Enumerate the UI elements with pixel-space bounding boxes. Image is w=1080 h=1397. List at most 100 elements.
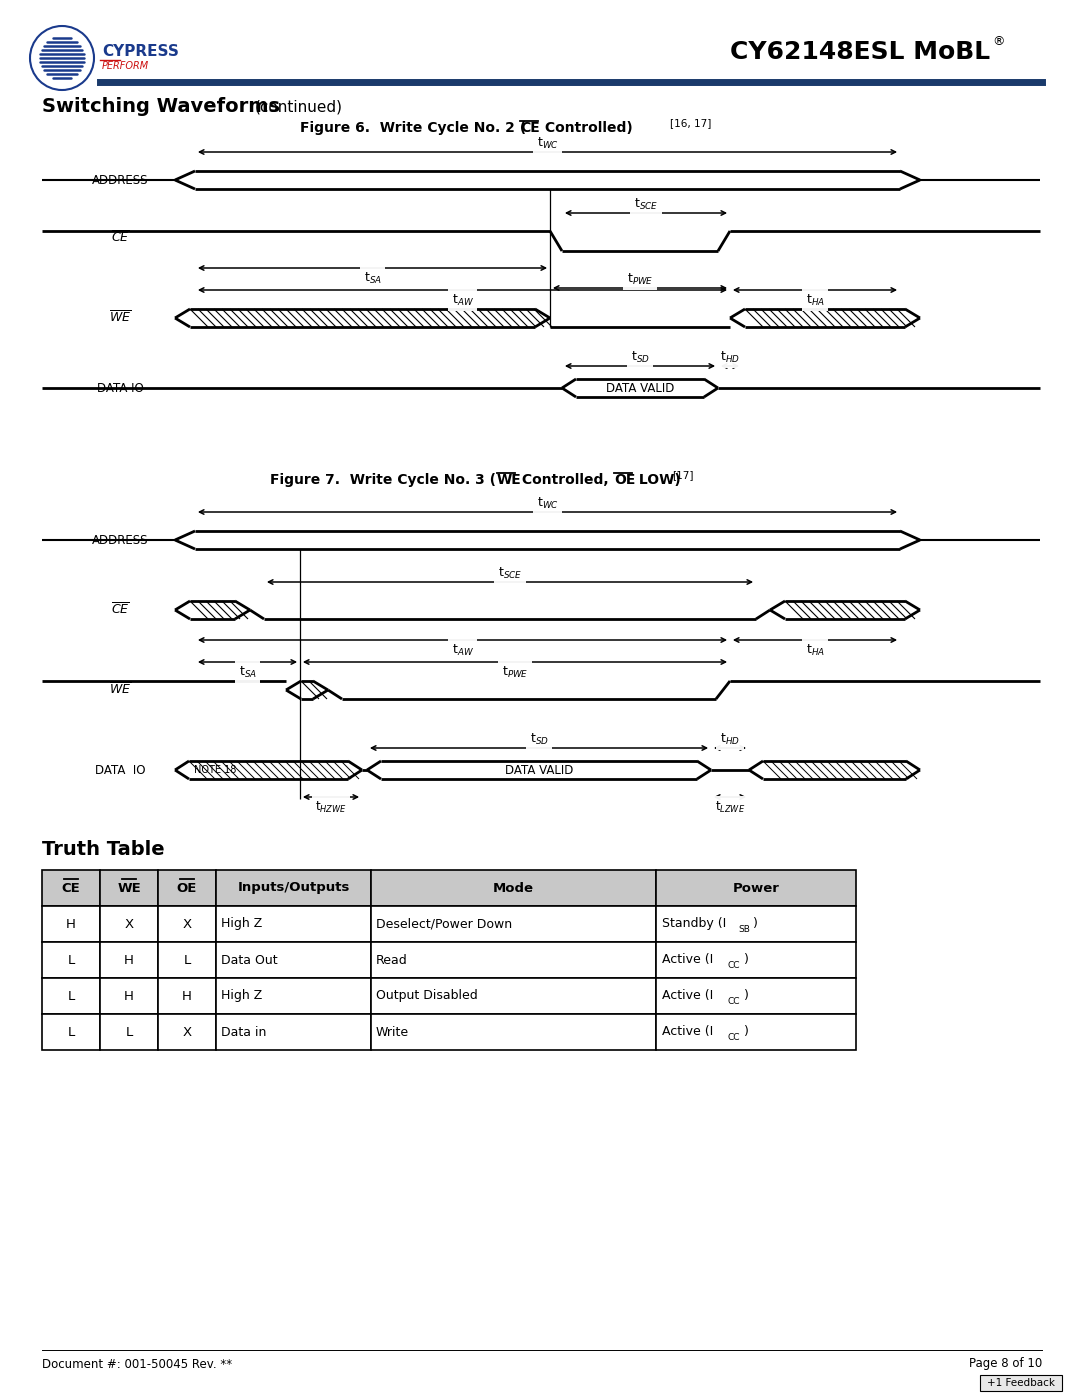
- Text: t$_{HA}$: t$_{HA}$: [806, 643, 824, 658]
- Text: (continued): (continued): [255, 99, 343, 115]
- Text: SB: SB: [738, 925, 750, 933]
- Text: Standby (I: Standby (I: [662, 918, 726, 930]
- Bar: [100, 942, 158, 978]
- Text: t$_{HD}$: t$_{HD}$: [720, 349, 740, 365]
- Text: DATA VALID: DATA VALID: [606, 381, 674, 394]
- Bar: [372, 942, 656, 978]
- Bar: [158, 907, 216, 942]
- Text: X: X: [183, 918, 191, 930]
- Text: [17]: [17]: [672, 469, 693, 481]
- Text: Read: Read: [376, 954, 408, 967]
- Bar: [216, 978, 372, 1014]
- Bar: [100, 907, 158, 942]
- Bar: [656, 1014, 856, 1051]
- Text: $\overline{CE}$: $\overline{CE}$: [110, 231, 130, 246]
- Bar: [216, 942, 372, 978]
- Text: Output Disabled: Output Disabled: [376, 989, 477, 1003]
- Text: t$_{LZWE}$: t$_{LZWE}$: [715, 799, 745, 814]
- Bar: [656, 942, 856, 978]
- Text: Active (I: Active (I: [662, 1025, 713, 1038]
- Text: X: X: [124, 918, 134, 930]
- Bar: [158, 942, 216, 978]
- Text: CE: CE: [62, 882, 80, 894]
- Text: DATA  IO: DATA IO: [95, 764, 145, 777]
- Text: L: L: [67, 989, 75, 1003]
- Text: t$_{SD}$: t$_{SD}$: [631, 349, 649, 365]
- Bar: [656, 907, 856, 942]
- Text: Active (I: Active (I: [662, 989, 713, 1003]
- Text: Controlled): Controlled): [540, 122, 637, 136]
- Text: t$_{HZWE}$: t$_{HZWE}$: [315, 799, 347, 814]
- Bar: [42, 907, 100, 942]
- Text: Power: Power: [732, 882, 780, 894]
- Text: $\overline{CE}$: $\overline{CE}$: [110, 602, 130, 617]
- Text: DATA VALID: DATA VALID: [504, 764, 573, 777]
- Text: Controlled,: Controlled,: [517, 474, 613, 488]
- Text: CC: CC: [728, 1032, 741, 1042]
- Text: Deselect/Power Down: Deselect/Power Down: [376, 918, 512, 930]
- Text: ADDRESS: ADDRESS: [92, 534, 148, 546]
- Bar: [42, 1014, 100, 1051]
- Text: t$_{PWE}$: t$_{PWE}$: [502, 665, 528, 679]
- Text: CYPRESS: CYPRESS: [102, 45, 179, 60]
- Text: H: H: [124, 989, 134, 1003]
- Bar: [980, 1375, 1062, 1391]
- Text: Truth Table: Truth Table: [42, 840, 164, 859]
- Bar: [42, 870, 100, 907]
- Bar: [158, 870, 216, 907]
- Text: +1 Feedback: +1 Feedback: [987, 1377, 1055, 1389]
- Text: H: H: [66, 918, 76, 930]
- Text: t$_{SCE}$: t$_{SCE}$: [498, 566, 522, 581]
- Text: OE: OE: [177, 882, 198, 894]
- Text: Write: Write: [376, 1025, 409, 1038]
- Text: Switching Waveforms: Switching Waveforms: [42, 98, 280, 116]
- Text: H: H: [183, 989, 192, 1003]
- Text: ): ): [753, 918, 758, 930]
- Text: $\overline{WE}$: $\overline{WE}$: [109, 682, 131, 697]
- Text: High Z: High Z: [221, 918, 262, 930]
- Bar: [100, 870, 158, 907]
- Text: t$_{WC}$: t$_{WC}$: [537, 496, 558, 510]
- Bar: [42, 978, 100, 1014]
- Bar: [216, 870, 372, 907]
- Text: ®: ®: [993, 35, 1004, 49]
- Bar: [656, 978, 856, 1014]
- Text: t$_{SA}$: t$_{SA}$: [364, 271, 381, 285]
- Text: NOTE 18: NOTE 18: [194, 766, 237, 775]
- Text: L: L: [184, 954, 191, 967]
- Text: t$_{WC}$: t$_{WC}$: [537, 136, 558, 151]
- Text: ADDRESS: ADDRESS: [92, 173, 148, 187]
- Text: ): ): [744, 989, 748, 1003]
- Bar: [216, 1014, 372, 1051]
- Text: t$_{AW}$: t$_{AW}$: [451, 643, 473, 658]
- Text: CC: CC: [728, 996, 741, 1006]
- Text: t$_{SA}$: t$_{SA}$: [239, 665, 256, 679]
- Text: t$_{SCE}$: t$_{SCE}$: [634, 197, 658, 211]
- Text: X: X: [183, 1025, 191, 1038]
- Text: t$_{HD}$: t$_{HD}$: [720, 732, 740, 746]
- Text: Page 8 of 10: Page 8 of 10: [969, 1358, 1042, 1370]
- Text: t$_{AW}$: t$_{AW}$: [451, 292, 473, 307]
- Text: t$_{PWE}$: t$_{PWE}$: [626, 271, 653, 286]
- Text: ): ): [744, 1025, 748, 1038]
- Bar: [216, 907, 372, 942]
- Text: ): ): [744, 954, 748, 967]
- Bar: [100, 978, 158, 1014]
- Bar: [372, 1014, 656, 1051]
- Text: LOW): LOW): [634, 474, 686, 488]
- Text: DATA IO: DATA IO: [96, 381, 144, 394]
- Text: H: H: [124, 954, 134, 967]
- Text: [16, 17]: [16, 17]: [670, 117, 712, 129]
- Text: CY62148ESL MoBL: CY62148ESL MoBL: [730, 41, 990, 64]
- Text: Mode: Mode: [492, 882, 534, 894]
- Text: Document #: 001-50045 Rev. **: Document #: 001-50045 Rev. **: [42, 1358, 232, 1370]
- Bar: [372, 870, 656, 907]
- Bar: [656, 870, 856, 907]
- Text: Data Out: Data Out: [221, 954, 278, 967]
- Text: CC: CC: [728, 961, 741, 970]
- Bar: [158, 1014, 216, 1051]
- Text: Figure 7.  Write Cycle No. 3 (: Figure 7. Write Cycle No. 3 (: [270, 474, 496, 488]
- Text: Inputs/Outputs: Inputs/Outputs: [238, 882, 350, 894]
- Text: t$_{SD}$: t$_{SD}$: [529, 732, 549, 746]
- Text: L: L: [125, 1025, 133, 1038]
